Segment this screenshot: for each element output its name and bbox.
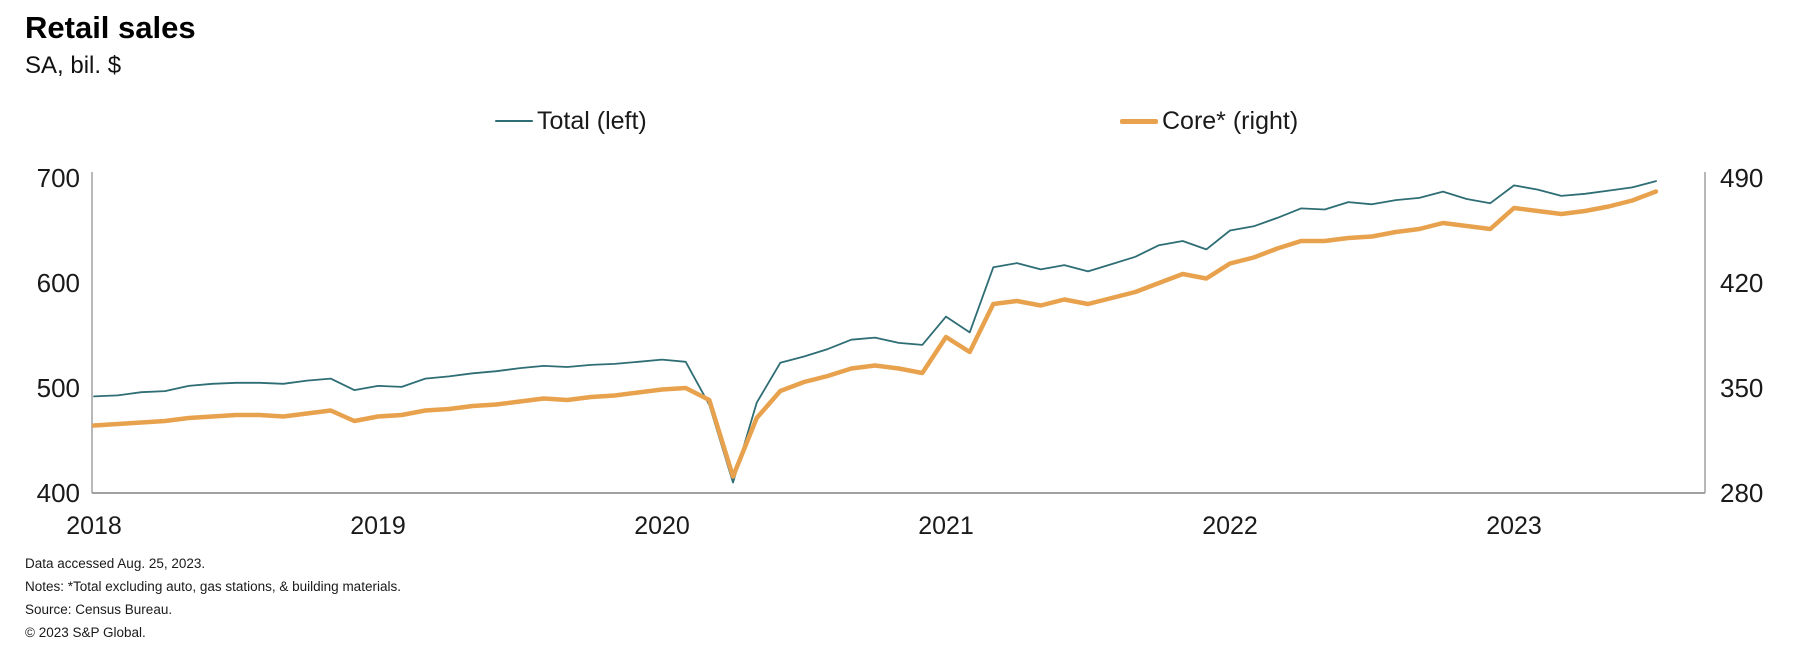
chart-footnotes: Data accessed Aug. 25, 2023. Notes: *Tot…: [25, 552, 401, 644]
page-title: Retail sales: [25, 10, 196, 45]
footnote-data-accessed: Data accessed Aug. 25, 2023.: [25, 556, 206, 571]
left-axis-tick-label: 400: [37, 478, 80, 508]
x-axis-year-label: 2022: [1202, 512, 1258, 540]
x-axis-year-label: 2019: [350, 512, 406, 540]
footnote-copyright: © 2023 S&P Global.: [25, 625, 146, 640]
footnote-source: Source: Census Bureau.: [25, 602, 173, 617]
chart-subtitle: SA, bil. $: [25, 52, 122, 79]
right-axis-tick-label: 490: [1720, 163, 1763, 193]
right-axis-tick-label: 280: [1720, 478, 1763, 508]
footnote-notes: Notes: *Total excluding auto, gas statio…: [25, 579, 401, 594]
legend-item-total: Total (left): [495, 105, 647, 137]
legend-item-core: Core* (right): [1120, 105, 1298, 137]
x-axis-year-label: 2018: [66, 512, 122, 540]
legend-label-core: Core* (right): [1162, 106, 1299, 135]
right-axis-tick-label: 420: [1720, 268, 1763, 298]
left-axis-tick-label: 500: [37, 373, 80, 403]
right-axis-tick-label: 350: [1720, 373, 1763, 403]
left-axis-tick-label: 600: [37, 268, 80, 298]
left-axis-tick-label: 700: [37, 163, 80, 193]
total-line: [93, 180, 1657, 484]
x-axis-year-label: 2023: [1486, 512, 1542, 540]
total-line-swatch: [495, 120, 533, 122]
core-line-swatch: [1120, 118, 1158, 124]
x-axis-year-label: 2020: [634, 512, 690, 540]
legend-label-total: Total (left): [537, 106, 647, 135]
x-axis-year-label: 2021: [918, 512, 974, 540]
core-line: [91, 189, 1659, 479]
